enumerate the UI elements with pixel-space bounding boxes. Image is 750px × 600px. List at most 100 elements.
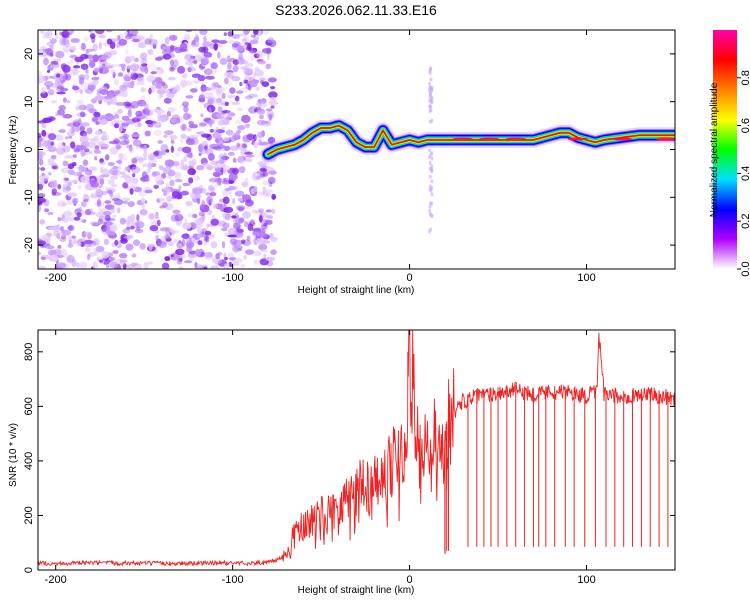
- noise-blob: [248, 55, 255, 62]
- noise-blob: [101, 190, 108, 196]
- noise-blob: [252, 47, 258, 52]
- spectrogram-xtick-label: 100: [577, 272, 595, 284]
- noise-blob: [174, 213, 184, 222]
- noise-blob: [68, 239, 72, 244]
- noise-blob: [264, 167, 275, 171]
- noise-blob: [227, 227, 238, 236]
- noise-blob: [38, 183, 44, 191]
- noise-blob: [57, 184, 62, 190]
- noise-blob: [234, 95, 240, 102]
- noise-blob: [164, 203, 174, 211]
- noise-blob: [110, 69, 116, 75]
- artefact-blob: [430, 179, 434, 184]
- noise-blob: [262, 181, 269, 186]
- noise-blob: [48, 226, 57, 231]
- noise-blob: [73, 65, 81, 69]
- noise-blob: [68, 224, 75, 232]
- artefact-blob: [429, 77, 433, 82]
- noise-blob: [67, 182, 72, 187]
- noise-blob: [212, 257, 222, 264]
- noise-blob: [186, 244, 193, 253]
- noise-blob: [89, 208, 94, 213]
- noise-blob: [106, 101, 112, 106]
- noise-blob: [210, 177, 217, 184]
- noise-blob: [244, 249, 255, 255]
- noise-blob: [223, 263, 230, 269]
- artefact-blob: [428, 204, 432, 209]
- noise-blob: [48, 133, 57, 141]
- noise-blob: [137, 100, 142, 105]
- noise-blob: [57, 200, 67, 208]
- noise-blob: [136, 81, 145, 86]
- noise-blob: [38, 240, 46, 246]
- noise-blob: [180, 123, 188, 131]
- noise-blob: [259, 172, 266, 178]
- noise-blob: [53, 230, 61, 237]
- noise-blob: [87, 141, 97, 149]
- noise-blob: [48, 254, 59, 262]
- noise-blob: [152, 80, 156, 86]
- snr-xtick-label: 100: [577, 574, 595, 586]
- noise-blob: [253, 53, 260, 59]
- noise-blob: [258, 208, 264, 213]
- noise-blob: [249, 39, 259, 45]
- noise-blob: [267, 77, 277, 83]
- ridge-peak: [567, 137, 588, 141]
- noise-blob: [168, 91, 174, 95]
- noise-blob: [73, 148, 80, 153]
- noise-blob: [194, 175, 201, 181]
- noise-blob: [50, 141, 55, 146]
- noise-blob: [244, 123, 251, 128]
- noise-blob: [213, 43, 218, 51]
- noise-blob: [199, 30, 208, 36]
- noise-blob: [72, 238, 78, 245]
- noise-blob: [138, 190, 147, 197]
- noise-blob: [54, 134, 64, 141]
- noise-blob: [104, 204, 115, 210]
- noise-blob: [82, 194, 90, 202]
- noise-blob: [188, 124, 198, 129]
- noise-blob: [40, 256, 46, 260]
- noise-blob: [95, 175, 104, 182]
- noise-blob: [122, 81, 129, 89]
- noise-blob: [223, 169, 227, 175]
- noise-blob: [92, 261, 98, 269]
- noise-blob: [211, 187, 215, 193]
- noise-blob: [266, 215, 273, 219]
- noise-blob: [137, 76, 144, 80]
- noise-blob: [185, 138, 195, 146]
- noise-blob: [79, 76, 85, 85]
- noise-blob: [237, 206, 244, 212]
- noise-blob: [58, 129, 66, 134]
- noise-blob: [168, 34, 178, 41]
- noise-blob: [181, 238, 186, 247]
- noise-blob: [147, 162, 153, 170]
- noise-blob: [262, 186, 267, 191]
- noise-blob: [39, 45, 47, 51]
- noise-blob: [223, 56, 231, 61]
- noise-blob: [116, 207, 121, 214]
- artefact-blob: [428, 155, 431, 160]
- noise-blob: [259, 52, 266, 58]
- noise-blob: [85, 103, 95, 112]
- noise-blob: [232, 223, 243, 229]
- noise-blob: [107, 179, 115, 185]
- noise-blob: [162, 201, 168, 208]
- noise-blob: [228, 151, 235, 156]
- artefact-blob: [430, 164, 434, 168]
- noise-blob: [131, 70, 136, 74]
- noise-blob: [51, 39, 58, 43]
- noise-blob: [139, 60, 147, 65]
- noise-blob: [266, 53, 270, 61]
- noise-blob: [208, 153, 215, 161]
- noise-blob: [191, 39, 196, 46]
- noise-blob: [144, 110, 150, 116]
- noise-blob: [260, 191, 268, 196]
- noise-blob: [110, 183, 118, 188]
- noise-blob: [183, 155, 188, 163]
- noise-blob: [148, 213, 155, 220]
- noise-blob: [61, 30, 70, 39]
- noise-blob: [227, 81, 232, 87]
- noise-blob: [147, 120, 157, 125]
